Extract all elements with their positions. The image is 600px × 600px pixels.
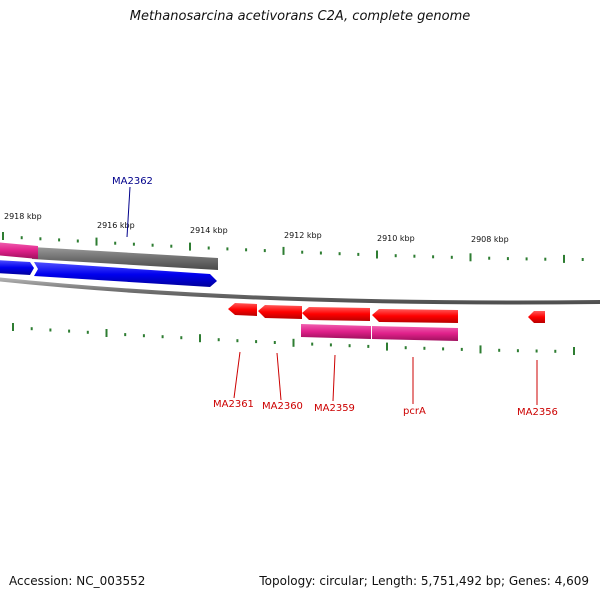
forward-tick-minor [432, 255, 435, 259]
gene-pink-forward [0, 242, 38, 259]
reverse-tick-minor [498, 348, 501, 352]
reverse-tick-minor [68, 329, 71, 333]
leader-ma2361 [233, 351, 241, 399]
forward-tick-minor [132, 242, 135, 246]
genome-title: Methanosarcina acetivorans C2A, complete… [129, 9, 471, 24]
reverse-tick-minor [217, 338, 220, 342]
forward-tick-minor [413, 254, 416, 258]
forward-tick-major [189, 242, 191, 251]
forward-tick-major [2, 232, 4, 240]
genome-summary-text: Topology: circular; Length: 5,751,492 bp… [259, 574, 589, 588]
genome-backbone [0, 277, 600, 305]
leader-ma2362 [126, 186, 131, 238]
gene-grey-forward [32, 247, 218, 270]
reverse-tick-minor [367, 344, 370, 348]
reverse-tick-major [292, 338, 295, 347]
forward-tick-minor [525, 257, 528, 261]
reverse-tick-minor [423, 346, 426, 350]
forward-tick-row [2, 232, 584, 263]
reverse-tick-minor [348, 344, 351, 348]
forward-tick-minor [488, 256, 491, 260]
forward-tick-minor [394, 254, 397, 258]
forward-tick-major [376, 250, 378, 259]
forward-tick-minor [450, 255, 453, 259]
forward-tick-minor [263, 249, 266, 253]
forward-tick-major [282, 246, 285, 255]
cds-blue-right [34, 262, 217, 287]
forward-tick-minor [245, 248, 248, 252]
forward-tick-minor [226, 247, 229, 251]
reverse-tick-minor [124, 333, 127, 337]
gene-label-ma2361[interactable]: MA2361 [213, 399, 254, 410]
leader-ma2359 [332, 354, 336, 402]
gene-pink-ma2359 [301, 324, 371, 339]
reverse-tick-major [199, 334, 201, 343]
reverse-tick-minor [255, 340, 258, 344]
gene-label-pcra[interactable]: pcrA [403, 406, 426, 417]
reverse-tick-minor [404, 346, 407, 350]
forward-tick-minor [319, 251, 322, 255]
reverse-tick-major [105, 329, 108, 337]
scale-label-2910: 2910 kbp [377, 234, 415, 243]
reverse-tick-minor [516, 349, 519, 353]
forward-tick-minor [506, 257, 509, 261]
reverse-tick-minor [142, 334, 145, 338]
forward-tick-major [563, 254, 565, 263]
forward-tick-minor [357, 252, 360, 256]
reverse-tick-minor [30, 327, 33, 331]
accession-text: Accession: NC_003552 [9, 574, 146, 588]
forward-tick-minor [338, 252, 341, 256]
gene-label-ma2362[interactable]: MA2362 [112, 176, 153, 187]
forward-tick-minor [581, 258, 584, 261]
forward-tick-major [95, 237, 98, 246]
gene-label-ma2359[interactable]: MA2359 [314, 403, 355, 414]
scale-label-2916: 2916 kbp [97, 221, 135, 230]
reverse-tick-row [12, 323, 575, 355]
forward-tick-minor [544, 257, 547, 261]
forward-tick-major [469, 253, 472, 262]
reverse-tick-major [386, 342, 388, 351]
gene-label-ma2360[interactable]: MA2360 [262, 401, 303, 412]
reverse-tick-minor [49, 328, 52, 332]
scale-label-2908: 2908 kbp [471, 235, 509, 244]
gene-label-ma2356[interactable]: MA2356 [517, 407, 558, 418]
cds-ma2360 [258, 305, 302, 319]
forward-tick-minor [207, 246, 210, 250]
scale-label-2914: 2914 kbp [190, 226, 228, 235]
forward-tick-minor [170, 244, 173, 248]
reverse-tick-minor [273, 341, 276, 344]
forward-tick-minor [114, 241, 117, 245]
leader-ma2360 [276, 352, 282, 401]
cds-ma2361 [228, 303, 257, 316]
scale-label-2912: 2912 kbp [284, 231, 322, 240]
scale-label-2918: 2918 kbp [4, 212, 42, 221]
forward-tick-minor [151, 243, 154, 247]
reverse-tick-minor [161, 335, 164, 339]
reverse-tick-minor [442, 347, 445, 351]
reverse-tick-minor [236, 339, 239, 343]
reverse-tick-minor [535, 349, 538, 353]
reverse-tick-major [479, 345, 482, 354]
cds-ma2359 [302, 307, 370, 321]
reverse-tick-major [573, 347, 575, 355]
forward-tick-minor [20, 236, 23, 240]
forward-tick-minor [301, 250, 304, 254]
gene-pink-pcra [372, 326, 458, 341]
forward-tick-minor [39, 237, 42, 241]
reverse-tick-minor [180, 336, 183, 340]
reverse-tick-minor [554, 349, 557, 353]
forward-tick-minor [76, 239, 79, 243]
reverse-tick-major [12, 323, 14, 331]
reverse-tick-minor [311, 342, 314, 346]
reverse-tick-minor [329, 343, 332, 347]
reverse-tick-minor [460, 347, 463, 351]
forward-tick-minor [58, 238, 61, 242]
cds-blue-left [0, 260, 34, 275]
cds-pcra [372, 309, 458, 323]
cds-ma2356 [528, 311, 545, 323]
reverse-tick-minor [86, 330, 89, 334]
